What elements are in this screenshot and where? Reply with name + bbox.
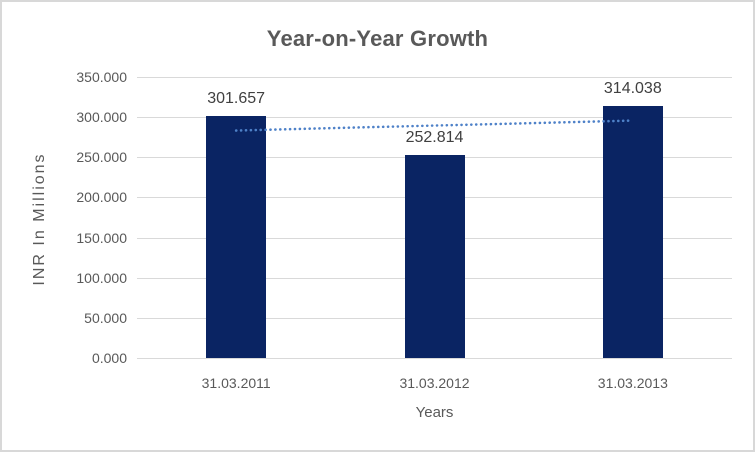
plot-area: 301.657 252.814 314.038 xyxy=(137,77,732,359)
y-tick-label: 0.000 xyxy=(91,350,127,366)
gridline xyxy=(137,77,732,78)
x-tick-label: 31.03.2012 xyxy=(399,375,470,391)
x-axis-title: Years xyxy=(415,404,454,421)
y-tick-label: 350.000 xyxy=(76,69,127,85)
y-tick-label: 250.000 xyxy=(76,149,127,166)
bar-data-label: 314.038 xyxy=(603,79,662,97)
x-tick-label: 31.03.2013 xyxy=(597,375,668,391)
bar xyxy=(404,155,465,358)
chart-title: Year-on-Year Growth xyxy=(266,26,489,51)
bar-data-label: 252.814 xyxy=(405,129,464,147)
y-tick-label: 200.000 xyxy=(76,189,127,206)
bar-data-label: 301.657 xyxy=(207,89,266,107)
bar xyxy=(206,115,267,358)
y-tick-label: 300.000 xyxy=(76,109,127,126)
x-tick-label: 31.03.2011 xyxy=(201,375,271,391)
y-tick-label: 50.000 xyxy=(84,309,127,326)
y-axis-title: INR In Millions xyxy=(31,152,48,286)
trendline-svg xyxy=(234,119,635,132)
y-tick-label: 150.000 xyxy=(76,229,127,246)
gridline xyxy=(137,358,732,359)
y-tick-label: 100.000 xyxy=(76,269,127,286)
trendline xyxy=(234,119,635,132)
bar xyxy=(602,105,663,358)
gridline xyxy=(137,117,732,119)
